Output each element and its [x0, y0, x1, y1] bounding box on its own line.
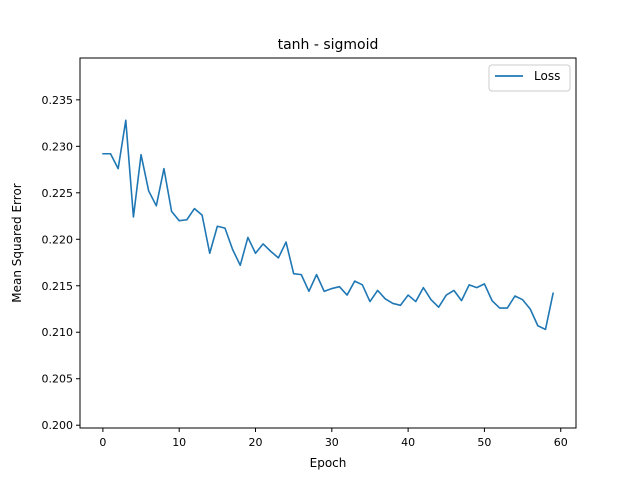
data-point — [262, 243, 264, 245]
data-point — [529, 308, 531, 310]
data-point — [522, 299, 524, 301]
x-tick-label: 60 — [554, 436, 568, 449]
data-point — [339, 286, 341, 288]
data-point — [507, 307, 509, 309]
data-point — [369, 301, 371, 303]
x-tick-label: 20 — [249, 436, 263, 449]
data-point — [133, 216, 135, 218]
data-point — [270, 251, 272, 253]
series-line-loss — [102, 119, 554, 331]
data-point — [499, 307, 501, 309]
y-axis-label: Mean Squared Error — [10, 183, 24, 303]
y-tick-label: 0.215 — [42, 280, 74, 293]
data-point — [110, 153, 112, 155]
data-point — [232, 249, 234, 251]
data-point — [140, 154, 142, 156]
y-tick-label: 0.235 — [42, 94, 74, 107]
data-point — [186, 219, 188, 221]
data-point — [377, 290, 379, 292]
data-point — [362, 284, 364, 286]
data-point — [545, 329, 547, 331]
data-point — [255, 252, 257, 254]
data-point — [552, 292, 554, 294]
data-point — [102, 153, 104, 155]
data-point — [224, 227, 226, 229]
y-tick-label: 0.225 — [42, 187, 74, 200]
data-point — [201, 214, 203, 216]
x-axis-label: Epoch — [310, 456, 347, 470]
data-point — [453, 290, 455, 292]
y-tick-label: 0.210 — [42, 326, 74, 339]
data-point — [316, 274, 318, 276]
data-point — [171, 211, 173, 213]
data-point — [285, 241, 287, 243]
data-point — [384, 298, 386, 300]
data-point — [491, 300, 493, 302]
data-point — [331, 288, 333, 290]
data-point — [247, 237, 249, 239]
y-axis: 0.200 0.205 0.210 0.215 0.220 0.225 0.230 0.235 — [42, 94, 80, 432]
data-point — [217, 225, 219, 227]
legend: Loss — [488, 64, 571, 92]
data-point — [209, 252, 211, 254]
x-tick-label: 30 — [325, 436, 339, 449]
data-point — [148, 190, 150, 192]
data-point — [178, 220, 180, 222]
x-tick-label: 50 — [477, 436, 491, 449]
data-point — [163, 168, 165, 170]
data-point — [194, 208, 196, 210]
legend-box — [488, 64, 571, 92]
data-point — [445, 294, 447, 296]
x-tick-label: 40 — [401, 436, 415, 449]
data-point — [300, 274, 302, 276]
data-point — [400, 304, 402, 306]
chart-title: tanh - sigmoid — [278, 37, 379, 53]
data-point — [354, 280, 356, 282]
data-point — [407, 294, 409, 296]
plot-frame — [79, 57, 577, 429]
data-point — [415, 301, 417, 303]
data-point — [537, 325, 539, 327]
x-axis: 0 10 20 30 40 50 60 — [99, 428, 568, 449]
data-point — [484, 283, 486, 285]
data-point — [323, 291, 325, 293]
data-point — [346, 294, 348, 296]
data-point — [293, 273, 295, 275]
data-point — [239, 265, 241, 267]
data-point — [117, 168, 119, 170]
y-tick-label: 0.230 — [42, 140, 74, 153]
x-tick-label: 0 — [99, 436, 106, 449]
legend-label-loss: Loss — [534, 69, 560, 83]
data-point — [468, 284, 470, 286]
data-point — [308, 291, 310, 293]
data-point — [438, 306, 440, 308]
data-point — [125, 119, 127, 121]
y-tick-label: 0.220 — [42, 233, 74, 246]
data-point — [461, 300, 463, 302]
data-point — [476, 287, 478, 289]
y-tick-label: 0.205 — [42, 373, 74, 386]
data-point — [423, 287, 425, 289]
data-point — [278, 257, 280, 259]
data-point — [514, 295, 516, 297]
data-point — [392, 303, 394, 305]
x-tick-label: 10 — [172, 436, 186, 449]
y-tick-label: 0.200 — [42, 419, 74, 432]
series-layer — [102, 119, 554, 331]
data-point — [156, 205, 158, 207]
data-point — [430, 299, 432, 301]
